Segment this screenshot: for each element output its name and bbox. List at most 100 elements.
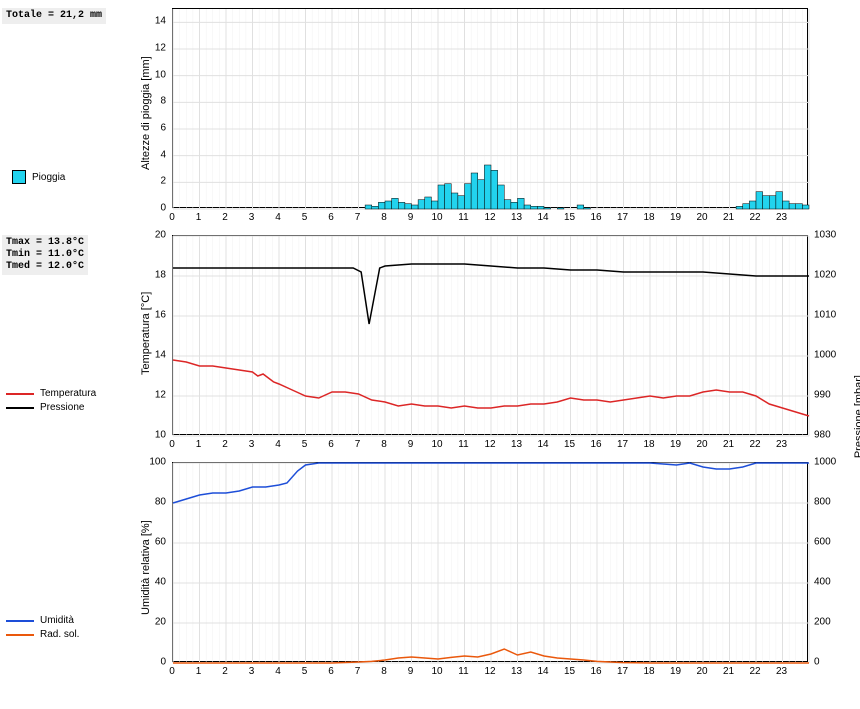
x-tick: 3 [249, 439, 255, 450]
x-tick: 9 [408, 666, 414, 677]
x-tick: 17 [617, 212, 628, 223]
x-tick: 16 [590, 666, 601, 677]
x-tick: 0 [169, 212, 175, 223]
x-tick: 5 [302, 439, 308, 450]
y-tick: 100 [132, 457, 166, 468]
rain-chart [172, 8, 808, 208]
y-tick: 20 [132, 230, 166, 241]
y-tick: 1010 [814, 310, 854, 321]
temp-press-chart [172, 235, 808, 435]
y-tick: 400 [814, 577, 854, 588]
x-tick: 15 [564, 666, 575, 677]
y-tick: 40 [132, 577, 166, 588]
x-tick: 2 [222, 212, 228, 223]
x-tick: 15 [564, 439, 575, 450]
x-tick: 23 [776, 212, 787, 223]
x-tick: 1 [196, 439, 202, 450]
x-tick: 8 [381, 666, 387, 677]
x-tick: 17 [617, 666, 628, 677]
legend-line-temp [6, 393, 34, 395]
x-tick: 21 [723, 439, 734, 450]
y-tick: 12 [132, 390, 166, 401]
x-tick: 21 [723, 666, 734, 677]
y-tick: 990 [814, 390, 854, 401]
rain-plot [173, 9, 807, 207]
y-label-temp: Temperatura [°C] [140, 292, 152, 375]
y-tick: 14 [132, 16, 166, 27]
x-tick: 5 [302, 212, 308, 223]
legend-label-hum: Umidità [40, 615, 74, 626]
x-tick: 8 [381, 212, 387, 223]
x-tick: 21 [723, 212, 734, 223]
x-tick: 10 [431, 439, 442, 450]
y-tick: 12 [132, 43, 166, 54]
x-tick: 11 [458, 666, 468, 677]
x-tick: 18 [643, 212, 654, 223]
y-tick: 18 [132, 270, 166, 281]
y-tick: 60 [132, 537, 166, 548]
tmin-text: Tmin = 11.0°C [6, 249, 84, 261]
temp-stats-box: Tmax = 13.8°C Tmin = 11.0°C Tmed = 12.0°… [2, 235, 88, 275]
x-tick: 16 [590, 439, 601, 450]
x-tick: 19 [670, 212, 681, 223]
x-tick: 10 [431, 666, 442, 677]
x-tick: 14 [537, 666, 548, 677]
x-tick: 19 [670, 666, 681, 677]
x-tick: 4 [275, 666, 281, 677]
x-tick: 5 [302, 666, 308, 677]
x-tick: 13 [511, 212, 522, 223]
x-tick: 6 [328, 666, 334, 677]
x-tick: 1 [196, 666, 202, 677]
temp-press-plot [173, 236, 807, 434]
y-label-press: Pressione [mbar] [853, 375, 860, 458]
legend-temperatura: Temperatura [6, 388, 96, 399]
x-tick: 23 [776, 666, 787, 677]
legend-line-hum [6, 620, 34, 622]
x-tick: 7 [355, 666, 361, 677]
x-tick: 22 [749, 666, 760, 677]
tmax-text: Tmax = 13.8°C [6, 237, 84, 249]
y-tick: 10 [132, 430, 166, 441]
x-tick: 1 [196, 212, 202, 223]
y-tick: 0 [132, 657, 166, 668]
x-tick: 15 [564, 212, 575, 223]
x-tick: 12 [484, 666, 495, 677]
y-tick: 1030 [814, 230, 854, 241]
x-tick: 14 [537, 212, 548, 223]
y-tick: 8 [132, 96, 166, 107]
y-tick: 10 [132, 69, 166, 80]
x-tick: 12 [484, 212, 495, 223]
x-tick: 11 [458, 439, 468, 450]
y-tick: 800 [814, 497, 854, 508]
legend-label-rad: Rad. sol. [40, 629, 79, 640]
x-tick: 6 [328, 212, 334, 223]
y-tick: 600 [814, 537, 854, 548]
y-tick: 16 [132, 310, 166, 321]
x-tick: 20 [696, 439, 707, 450]
y-tick: 0 [132, 203, 166, 214]
y-tick: 14 [132, 350, 166, 361]
y-tick: 980 [814, 430, 854, 441]
x-tick: 22 [749, 212, 760, 223]
y-label-hum: Umidità relativa [%] [140, 520, 152, 615]
y-tick: 2 [132, 176, 166, 187]
y-tick: 80 [132, 497, 166, 508]
x-tick: 19 [670, 439, 681, 450]
legend-label-pioggia: Pioggia [32, 172, 65, 183]
y-tick: 4 [132, 149, 166, 160]
x-tick: 23 [776, 439, 787, 450]
hum-rad-plot [173, 463, 807, 661]
legend-line-rad [6, 634, 34, 636]
x-tick: 18 [643, 666, 654, 677]
x-tick: 6 [328, 439, 334, 450]
legend-swatch-pioggia [12, 170, 26, 184]
x-tick: 3 [249, 666, 255, 677]
y-tick: 0 [814, 657, 854, 668]
legend-radsol: Rad. sol. [6, 629, 79, 640]
x-tick: 9 [408, 439, 414, 450]
x-tick: 20 [696, 666, 707, 677]
x-tick: 11 [458, 212, 468, 223]
x-tick: 2 [222, 666, 228, 677]
hum-rad-chart [172, 462, 808, 662]
legend-umidita: Umidità [6, 615, 74, 626]
